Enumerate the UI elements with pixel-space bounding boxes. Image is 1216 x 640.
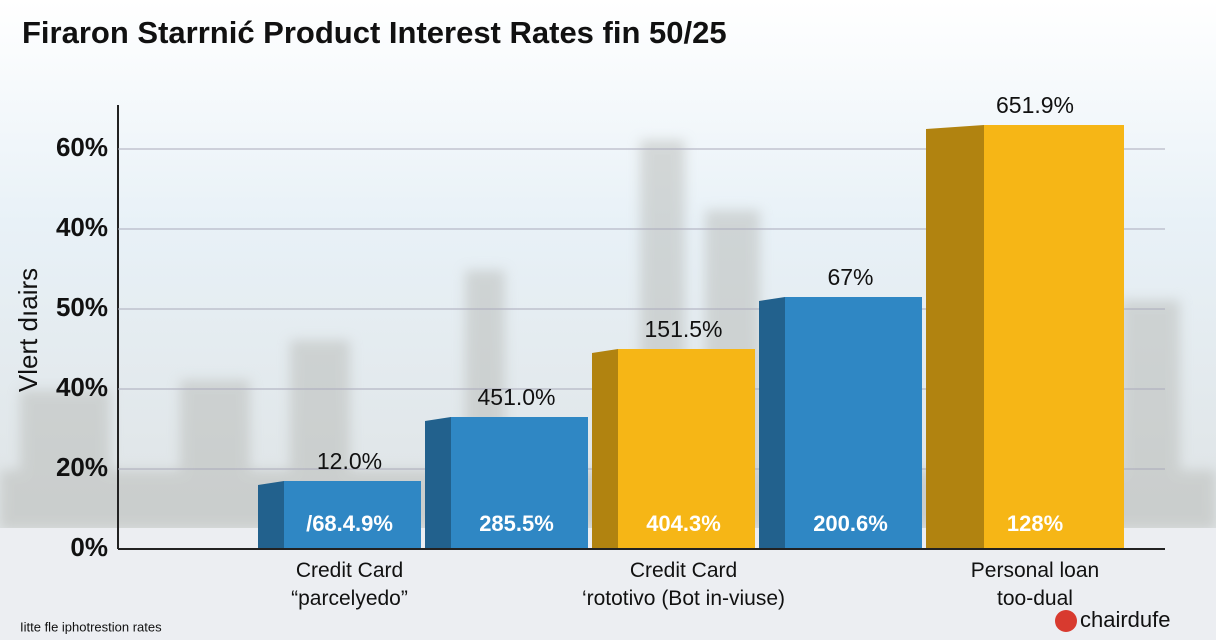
- bar: [785, 297, 922, 549]
- bar-side: [926, 125, 984, 549]
- x-tick-label: Credit Card ‘rototivo (Bot in-viuse): [582, 559, 785, 610]
- bar: [984, 125, 1124, 549]
- y-tick-label: 40%: [56, 372, 108, 402]
- bar-side: [592, 349, 618, 549]
- y-tick-label: 40%: [56, 212, 108, 242]
- logo: chairdufe: [1080, 607, 1171, 632]
- bar-top-label: 12.0%: [317, 448, 382, 474]
- y-tick-label: 50%: [56, 292, 108, 322]
- x-tick-label: Personal loan too-dual: [971, 559, 1099, 610]
- bar-top-label: 151.5%: [644, 316, 722, 342]
- bar-side: [759, 297, 785, 549]
- bar-top-label: 451.0%: [477, 384, 555, 410]
- bar-side: [258, 481, 284, 549]
- bar-inner-label: /68.4.9%: [306, 511, 393, 536]
- y-tick-label: 20%: [56, 452, 108, 482]
- logo-icon: [1055, 610, 1077, 632]
- plot: 0% 20% 40% 50% 40% 60% 12.0% /68.4.9% 451.0% 285.…: [56, 92, 1165, 562]
- footnote: Iitte fle iphotrestion rates: [20, 619, 162, 634]
- bar-inner-label: 128%: [1007, 511, 1063, 536]
- chart-title: Firaron Starrnić Product Interest Rates …: [22, 15, 727, 50]
- bar-top-label: 651.9%: [996, 92, 1074, 118]
- bar: [618, 349, 755, 549]
- bar-side: [425, 417, 451, 549]
- y-tick-label: 60%: [56, 132, 108, 162]
- bar: [451, 417, 588, 549]
- y-axis-label: Vlert dıairs: [13, 268, 43, 392]
- x-tick-label: Credit Card “parcelyedo”: [291, 559, 408, 610]
- bar-top-label: 67%: [827, 264, 873, 290]
- y-tick-label: 0%: [70, 532, 108, 562]
- bar: [284, 481, 421, 549]
- bar-inner-label: 285.5%: [479, 511, 554, 536]
- bar-inner-label: 404.3%: [646, 511, 721, 536]
- bar-inner-label: 200.6%: [813, 511, 888, 536]
